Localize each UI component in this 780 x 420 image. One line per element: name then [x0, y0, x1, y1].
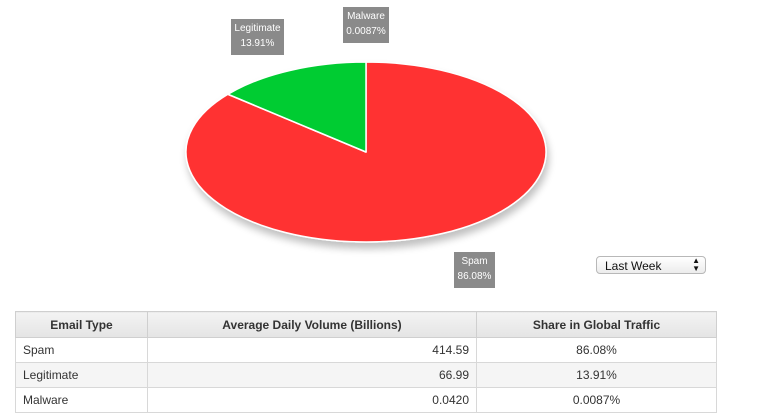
table-row: Malware 0.0420 0.0087% — [15, 387, 717, 413]
cell-share: 0.0087% — [476, 387, 717, 413]
cell-share: 13.91% — [476, 362, 717, 388]
cell-email-type: Malware — [15, 387, 148, 413]
cell-email-type: Spam — [15, 337, 148, 363]
cell-email-type: Legitimate — [15, 362, 148, 388]
cell-volume: 66.99 — [147, 362, 477, 388]
table-row: Spam 414.59 86.08% — [15, 337, 717, 363]
slice-label-legitimate-name: Legitimate — [234, 23, 281, 34]
period-select-value: Last Week — [605, 259, 662, 273]
slice-label-spam: Spam 86.08% — [454, 252, 495, 288]
slice-label-legitimate: Legitimate 13.91% — [231, 19, 284, 55]
slice-label-spam-value: 86.08% — [457, 271, 492, 282]
cell-share: 86.08% — [476, 337, 717, 363]
column-header-volume[interactable]: Average Daily Volume (Billions) — [147, 311, 477, 338]
pie-chart-svg — [185, 61, 547, 243]
table-row: Legitimate 66.99 13.91% — [15, 362, 717, 388]
column-header-email-type[interactable]: Email Type — [15, 311, 148, 338]
select-arrows-icon: ▲ ▼ — [692, 256, 700, 273]
cell-volume: 0.0420 — [147, 387, 477, 413]
slice-label-malware-name: Malware — [347, 11, 385, 22]
slice-label-malware-value: 0.0087% — [346, 26, 386, 37]
traffic-table: Email Type Average Daily Volume (Billion… — [15, 311, 717, 413]
pie-chart: Legitimate 13.91% Malware 0.0087% Spam 8… — [185, 7, 547, 288]
cell-volume: 414.59 — [147, 337, 477, 363]
slice-label-malware: Malware 0.0087% — [343, 7, 389, 43]
column-header-share[interactable]: Share in Global Traffic — [476, 311, 717, 338]
table-header-row: Email Type Average Daily Volume (Billion… — [15, 311, 717, 338]
pie-slice-legitimate[interactable] — [227, 61, 367, 153]
slice-label-legitimate-value: 13.91% — [240, 38, 275, 49]
period-select[interactable]: Last Week ▲ ▼ — [596, 256, 706, 274]
slice-label-spam-name: Spam — [461, 256, 488, 267]
